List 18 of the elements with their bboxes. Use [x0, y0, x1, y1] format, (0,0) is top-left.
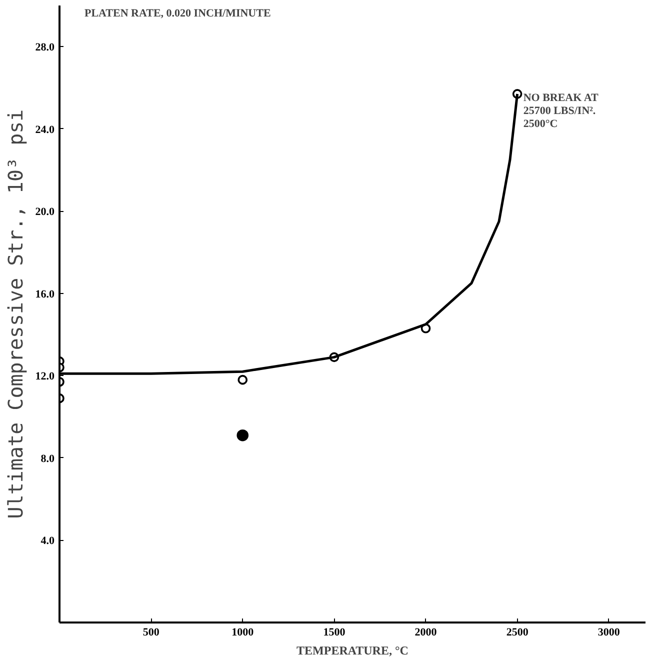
- y-tick-label: 28.0: [35, 42, 55, 54]
- point: [236, 429, 249, 442]
- annotation: PLATEN RATE, 0.020 INCH/MINUTE: [84, 8, 271, 20]
- x-tick-label: 3000: [598, 626, 620, 638]
- x-tick-label: 500: [142, 626, 160, 638]
- y-tick-label: 8.0: [40, 452, 55, 465]
- y-axis-title: Ultimate Compressive Str., 10³ psi: [3, 109, 28, 519]
- y-tick-label: 4.0: [40, 535, 55, 548]
- x-tick-label: 1000: [232, 626, 254, 638]
- y-tick-label: 20.0: [35, 206, 55, 218]
- y-tick-label: 24.0: [35, 124, 55, 136]
- x-tick-label: 1500: [323, 626, 346, 638]
- y-tick-label: 16.0: [35, 288, 55, 300]
- x-tick-label: 2500: [506, 626, 529, 638]
- annotation: NO BREAK AT 25700 LBS/IN². 2500°C: [523, 92, 599, 130]
- x-axis-title: TEMPERATURE, °C: [296, 644, 408, 658]
- x-tick-label: 2000: [414, 626, 438, 638]
- y-tick-label: 12.0: [35, 370, 55, 383]
